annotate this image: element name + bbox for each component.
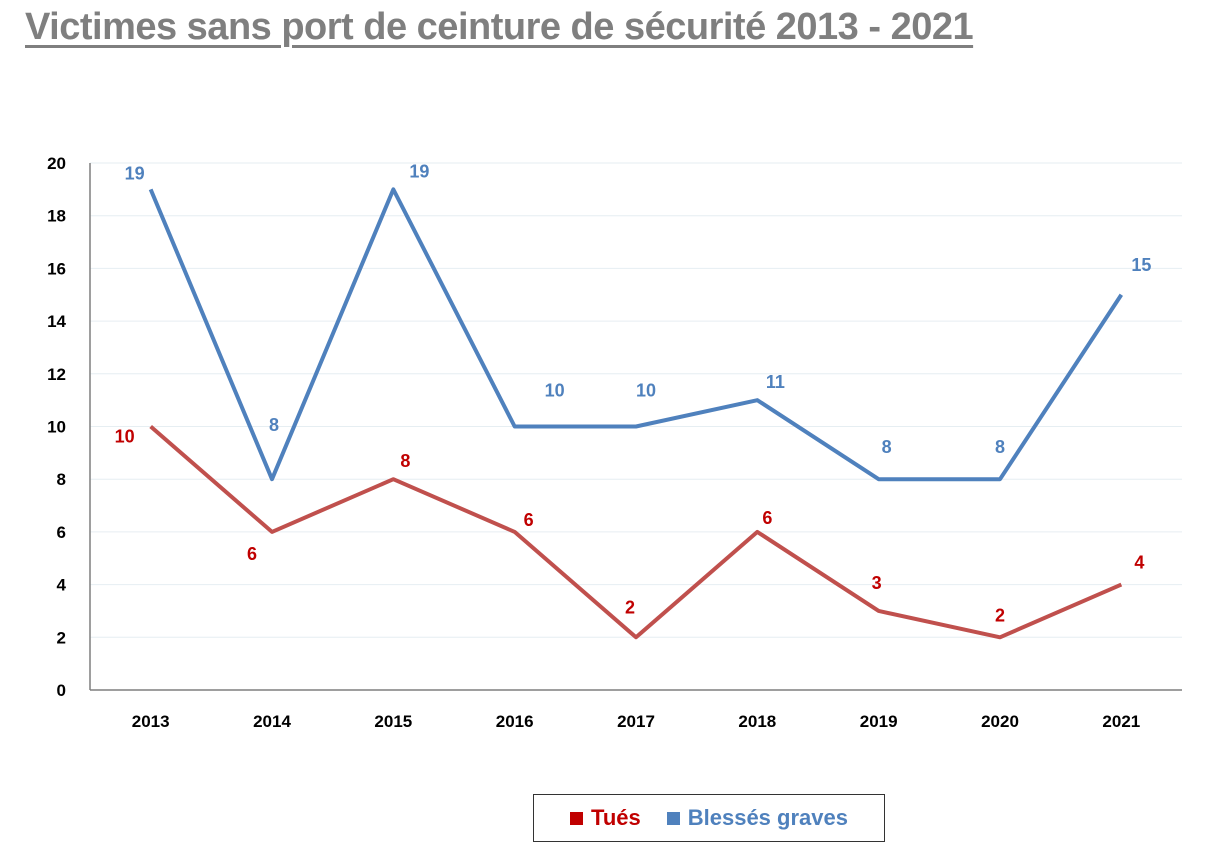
legend-item-tues: Tués <box>570 805 641 831</box>
legend-swatch-tues <box>570 811 584 825</box>
legend-swatch-blesses <box>666 811 680 825</box>
x-tick-label: 2017 <box>617 712 655 731</box>
data-label: 15 <box>1131 255 1151 275</box>
series-line-tues <box>149 424 1123 640</box>
y-tick-label: 4 <box>57 576 67 595</box>
legend-label-tues: Tués <box>591 805 641 830</box>
legend: Tués Blessés graves <box>533 794 885 842</box>
legend-item-blesses: Blessés graves <box>666 805 848 831</box>
data-label: 10 <box>636 381 656 401</box>
y-tick-label: 0 <box>57 681 66 700</box>
x-tick-label: 2021 <box>1102 712 1140 731</box>
data-label: 8 <box>882 437 892 457</box>
x-tick-label: 2015 <box>374 712 412 731</box>
data-label: 10 <box>545 381 565 401</box>
y-tick-label: 6 <box>57 523 66 542</box>
data-label: 4 <box>1134 553 1144 573</box>
series-line-blesses <box>148 187 1124 482</box>
x-tick-label: 2020 <box>981 712 1019 731</box>
data-label: 8 <box>269 415 279 435</box>
y-tick-label: 8 <box>57 470 66 489</box>
data-label: 11 <box>766 372 785 392</box>
data-label: 2 <box>995 605 1005 625</box>
x-tick-label: 2016 <box>496 712 534 731</box>
y-tick-label: 16 <box>47 259 66 278</box>
data-label: 6 <box>524 510 534 530</box>
y-tick-label: 18 <box>47 207 66 226</box>
data-label: 6 <box>247 544 257 564</box>
data-label: 2 <box>625 597 635 617</box>
chart-title: Victimes sans port de ceinture de sécuri… <box>25 6 974 48</box>
data-label: 19 <box>125 163 145 183</box>
data-label: 10 <box>115 427 135 447</box>
data-label: 3 <box>872 573 882 593</box>
data-label: 6 <box>762 508 772 528</box>
data-label: 19 <box>409 161 429 181</box>
y-tick-label: 14 <box>47 312 66 331</box>
x-tick-label: 2019 <box>860 712 898 731</box>
data-label: 8 <box>400 451 410 471</box>
x-tick-label: 2014 <box>253 712 291 731</box>
y-tick-label: 10 <box>47 418 66 437</box>
y-tick-label: 12 <box>47 365 66 384</box>
y-tick-label: 2 <box>57 628 66 647</box>
x-tick-label: 2018 <box>738 712 776 731</box>
y-tick-label: 20 <box>47 154 66 173</box>
data-label: 8 <box>995 437 1005 457</box>
legend-label-blesses: Blessés graves <box>687 805 848 830</box>
x-tick-label: 2013 <box>132 712 170 731</box>
